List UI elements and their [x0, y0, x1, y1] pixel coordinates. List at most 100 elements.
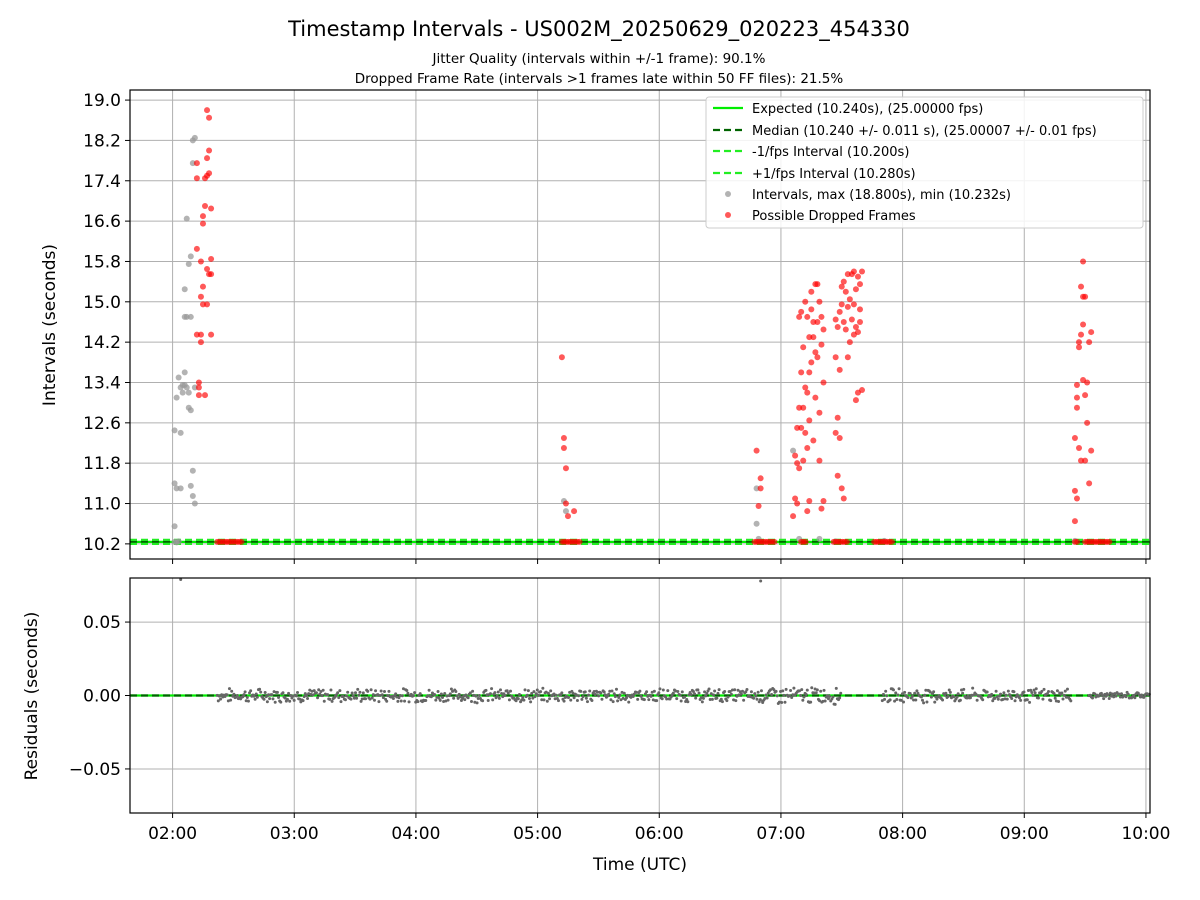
dropped-frame-point: [844, 303, 851, 310]
residual-point: [1111, 692, 1115, 696]
residual-point: [360, 697, 364, 701]
residual-point: [1033, 691, 1037, 695]
dropped-frame-point: [856, 318, 863, 325]
dropped-frame-point: [854, 329, 861, 336]
residual-point: [783, 700, 787, 704]
dropped-frame-point: [816, 298, 823, 305]
residual-point: [439, 692, 443, 696]
residual-point: [928, 690, 932, 694]
residual-point: [364, 697, 368, 701]
dropped-frame-point: [820, 379, 827, 386]
dropped-frame-point: [1073, 382, 1080, 389]
residual-point: [906, 696, 910, 700]
interval-point: [790, 447, 797, 454]
residual-point: [516, 697, 520, 701]
residual-point: [445, 694, 449, 698]
residual-point: [881, 692, 885, 696]
residual-point: [320, 694, 324, 698]
residual-point: [353, 691, 357, 695]
residual-point: [797, 689, 801, 693]
residual-point: [1069, 699, 1073, 703]
residual-point: [603, 693, 607, 697]
residual-point: [454, 689, 458, 693]
residual-point: [895, 698, 899, 702]
dropped-frame-point: [792, 452, 799, 459]
residual-point: [475, 701, 479, 705]
legend-dropped-label: Possible Dropped Frames: [752, 209, 916, 224]
dropped-frame-point: [814, 281, 821, 288]
residual-point: [1126, 692, 1130, 696]
residual-point: [780, 701, 784, 705]
residual-point: [819, 689, 823, 693]
residual-point: [262, 697, 266, 701]
residual-point: [739, 692, 743, 696]
interval-point: [753, 520, 760, 527]
dropped-frame-point: [808, 288, 815, 295]
dropped-frame-point: [757, 475, 764, 482]
residual-point: [514, 699, 518, 703]
residual-point: [614, 687, 618, 691]
interval-point: [177, 485, 184, 492]
interval-point: [183, 384, 190, 391]
residual-point: [243, 690, 247, 694]
residual-point: [1049, 699, 1053, 703]
interval-point: [185, 389, 192, 396]
residual-point: [1060, 691, 1064, 695]
residual-point: [609, 698, 613, 702]
interval-point: [189, 492, 196, 499]
residual-point: [759, 579, 763, 583]
residual-point: [217, 694, 221, 698]
residual-point: [782, 693, 786, 697]
residuals-y-tick-label: 0.00: [83, 687, 121, 707]
residual-point: [833, 702, 837, 706]
residual-point: [691, 689, 695, 693]
dropped-frame-point: [812, 349, 819, 356]
residual-point: [463, 698, 467, 702]
residual-point: [357, 693, 361, 697]
dropped-frame-point: [832, 316, 839, 323]
residuals-y-ticks: −0.05 0.00 0.05: [69, 613, 130, 780]
dropped-frame-point: [802, 384, 809, 391]
residual-point: [613, 695, 617, 699]
residual-point: [530, 691, 534, 695]
residual-point: [915, 689, 919, 693]
residual-point: [416, 700, 420, 704]
residual-point: [900, 692, 904, 696]
interval-point: [177, 429, 184, 436]
residual-point: [1019, 698, 1023, 702]
residual-point: [666, 689, 670, 693]
residual-point: [772, 688, 776, 692]
intervals-y-tick-label: 13.4: [83, 373, 121, 393]
residual-points: [179, 577, 1151, 706]
dropped-frame-point: [199, 213, 206, 220]
residual-point: [523, 688, 527, 692]
residual-point: [281, 691, 285, 695]
intervals-plot-frame: [129, 89, 1151, 560]
residual-point: [351, 694, 355, 698]
residual-point: [975, 698, 979, 702]
residual-point: [687, 693, 691, 697]
residual-point: [216, 699, 220, 703]
residual-point: [625, 696, 629, 700]
dropped-frame-point: [206, 170, 213, 177]
residual-point: [902, 700, 906, 704]
dropped-frame-point: [806, 369, 813, 376]
residual-point: [790, 695, 794, 699]
residual-point: [361, 691, 365, 695]
residual-point: [527, 697, 531, 701]
residual-point: [349, 697, 353, 701]
residual-point: [733, 688, 737, 692]
dropped-frame-point: [838, 283, 845, 290]
residual-point: [544, 690, 548, 694]
intervals-y-tick-label: 18.2: [83, 131, 121, 151]
residual-point: [735, 694, 739, 698]
dropped-frame-point: [802, 298, 809, 305]
residual-point: [433, 693, 437, 697]
residual-point: [919, 695, 923, 699]
dropped-frame-point: [808, 306, 815, 313]
residual-point: [301, 699, 305, 703]
dropped-frame-point: [1078, 331, 1085, 338]
residual-point: [823, 699, 827, 703]
interval-point: [187, 253, 194, 260]
